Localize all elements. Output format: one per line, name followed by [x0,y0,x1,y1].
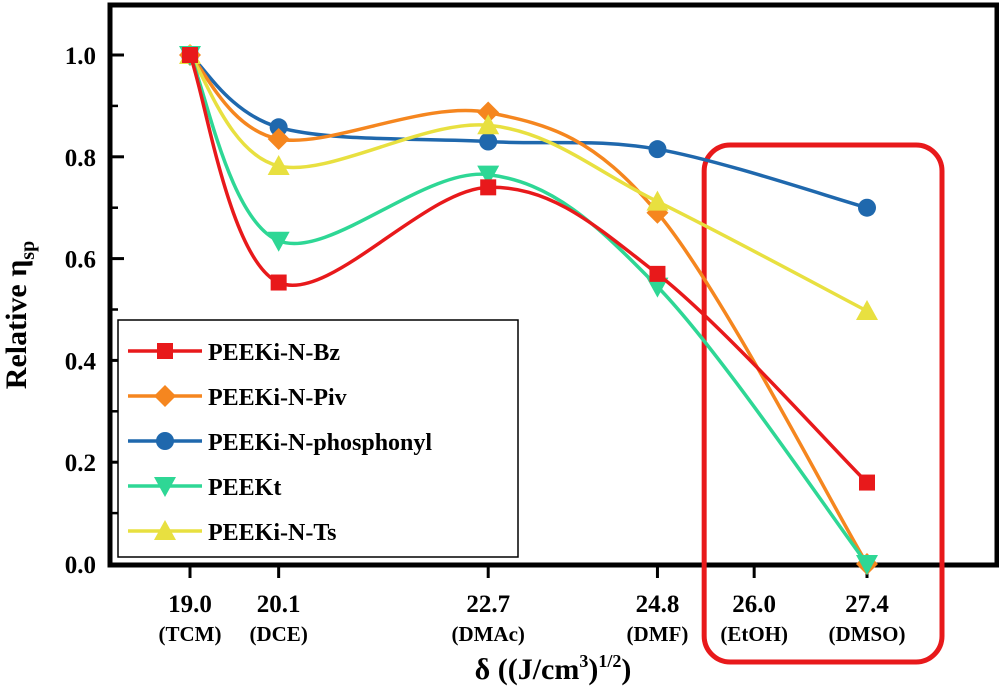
y-axis-title: Relative ηsp [0,241,39,389]
highlight-box [701,142,945,665]
x-tick-label: 20.1 [257,591,301,618]
data-point [269,118,288,137]
data-point [649,265,666,282]
series-layer [179,44,878,575]
legend-label: PEEKi-N-Piv [208,385,347,411]
data-point [856,555,878,575]
data-point [267,154,290,175]
y-tick-label: 0.8 [65,145,96,172]
legend-label: PEEKi-N-phosphonyl [208,430,432,456]
data-point [859,474,875,491]
legend-marker [156,432,174,450]
data-point [477,114,500,135]
y-tick-label: 0.0 [65,552,96,579]
legend-box [117,319,519,558]
data-point [477,165,500,186]
y-tick-label: 0.4 [65,348,97,375]
x-tick-sublabel: (DMF) [627,622,689,646]
legend-marker [154,477,176,497]
data-point [646,277,669,298]
data-point [267,127,290,150]
x-tick-label: 22.7 [466,591,510,618]
legend-label: PEEKi-N-Ts [208,520,336,546]
x-tick-label: 27.4 [845,591,889,618]
data-point [480,179,497,196]
y-tick-label: 0.6 [65,247,96,274]
y-tick-label: 0.2 [65,450,96,477]
series-line [188,54,869,566]
data-point [856,300,878,321]
legend-label: PEEKi-N-Bz [208,340,340,366]
axes-layer: 0.0 0.2 0.4 0.6 0.8 1.0 19.0 (TCM) 20.1 (DCE) 22.7… [65,43,906,646]
data-point [267,231,290,252]
data-point [479,132,498,151]
legend-marker [157,343,173,359]
data-point [648,140,667,159]
legend-marker [154,520,176,540]
data-point [182,47,198,63]
x-tick-sublabel: (DMSO) [829,622,906,646]
data-point [270,274,287,291]
legend-label: PEEKt [208,475,281,501]
x-tick-label: 24.8 [636,591,680,618]
x-tick-label: 19.0 [168,591,212,618]
series-PEEKi-N-Bz [182,47,875,491]
data-point [646,190,669,211]
x-tick-sublabel: (DCE) [249,622,307,646]
legend-marker [154,385,176,407]
x-axis-title: δ ((J/cm3)1/2) [475,651,632,686]
data-point [477,101,500,124]
data-point [858,198,876,217]
x-tick-sublabel: (DMAc) [451,622,524,646]
y-tick-label: 1.0 [65,43,96,70]
plot-frame [107,2,999,568]
x-tick-sublabel: (TCM) [159,622,222,646]
x-tick-sublabel: (EtOH) [720,622,788,646]
x-tick-label: 26.0 [732,591,776,618]
legend: PEEKi-N-Bz PEEKi-N-Piv PEEKi-N-phosphonyl P… [117,319,519,558]
series-line [188,53,869,565]
highlight-layer [701,142,945,665]
